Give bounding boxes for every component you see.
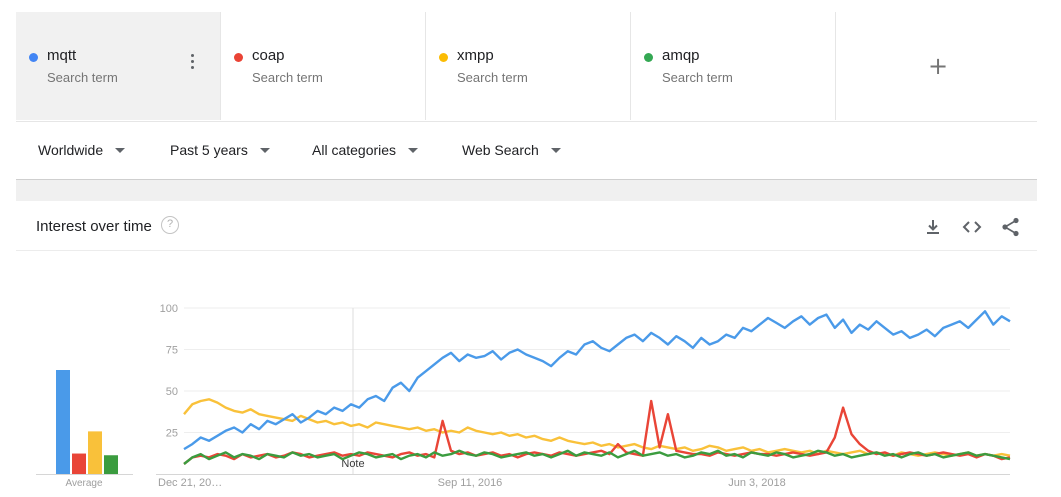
term-type: Search term	[457, 70, 528, 85]
time-filter-label: Past 5 years	[170, 142, 248, 158]
term-name: coap	[252, 47, 285, 64]
section-divider	[16, 179, 1037, 201]
term-card-coap[interactable]: coap Search term	[221, 12, 426, 120]
region-filter[interactable]: Worldwide	[38, 142, 126, 158]
series-line-mqtt	[183, 310, 1011, 451]
average-bar-coap	[72, 453, 86, 474]
term-type: Search term	[47, 70, 118, 85]
series-line-amqp	[183, 449, 1011, 465]
average-bars: Average	[36, 370, 133, 489]
caret-down-icon	[259, 147, 270, 153]
average-bar-mqtt	[56, 370, 70, 474]
caret-down-icon	[550, 147, 561, 153]
more-vert-icon[interactable]	[190, 54, 196, 72]
time-filter[interactable]: Past 5 years	[170, 142, 270, 158]
caret-down-icon	[115, 147, 126, 153]
term-name: amqp	[662, 47, 700, 64]
add-icon: +	[928, 52, 949, 80]
y-tick-label: 25	[166, 428, 178, 440]
share-icon[interactable]	[1000, 216, 1022, 238]
x-tick-label: Jun 3, 2018	[728, 477, 786, 489]
add-comparison-button[interactable]: +	[836, 12, 1037, 120]
section-title: Interest over time	[36, 218, 152, 235]
category-filter[interactable]: All categories	[312, 142, 419, 158]
x-axis-labels: Dec 21, 20… Sep 11, 2016 Jun 3, 2018	[158, 477, 786, 489]
term-color-dot	[234, 53, 243, 62]
term-type: Search term	[662, 70, 733, 85]
chart-grid: 100 75 50 25 Note	[156, 303, 1010, 475]
category-filter-label: All categories	[312, 142, 397, 158]
header-divider	[16, 250, 1037, 251]
average-bar-xmpp	[88, 431, 102, 474]
term-color-dot	[644, 53, 653, 62]
term-color-dot	[29, 53, 38, 62]
x-tick-label: Sep 11, 2016	[438, 477, 503, 489]
property-filter[interactable]: Web Search	[462, 142, 561, 158]
y-tick-label: 100	[160, 303, 178, 315]
caret-down-icon	[408, 147, 419, 153]
average-label: Average	[65, 478, 103, 489]
term-card-mqtt[interactable]: mqtt Search term	[16, 12, 221, 120]
chart-series	[183, 310, 1011, 465]
y-tick-label: 75	[166, 345, 178, 357]
term-name: xmpp	[457, 47, 494, 64]
term-name: mqtt	[47, 47, 77, 64]
embed-icon[interactable]	[961, 216, 983, 238]
download-icon[interactable]	[922, 216, 944, 238]
average-bar-amqp	[104, 455, 118, 474]
term-color-dot	[439, 53, 448, 62]
filter-bar: Worldwide Past 5 years All categories We…	[16, 121, 1037, 179]
term-type: Search term	[252, 70, 323, 85]
note-label: Note	[341, 458, 364, 470]
property-filter-label: Web Search	[462, 142, 539, 158]
region-filter-label: Worldwide	[38, 142, 104, 158]
x-tick-label: Dec 21, 20…	[158, 477, 222, 489]
series-line-xmpp	[183, 398, 1011, 457]
compare-terms-bar: mqtt Search term coap Search term xmpp S…	[16, 12, 1037, 120]
term-card-xmpp[interactable]: xmpp Search term	[426, 12, 631, 120]
y-tick-label: 50	[166, 386, 178, 398]
term-card-amqp[interactable]: amqp Search term	[631, 12, 836, 120]
help-icon[interactable]: ?	[161, 216, 179, 234]
